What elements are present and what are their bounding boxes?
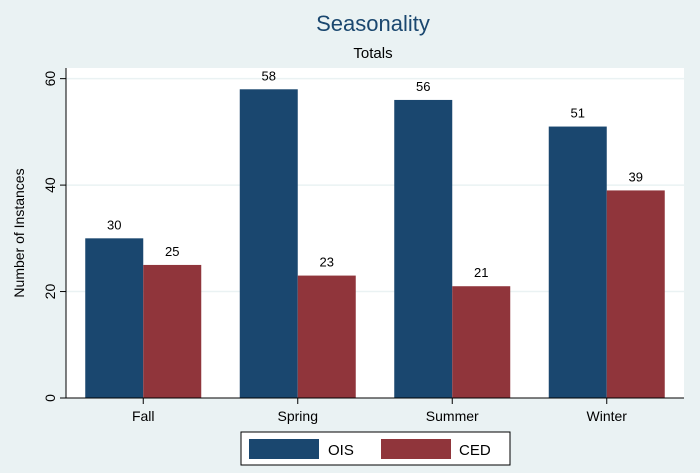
data-label: 21 xyxy=(474,265,488,280)
chart-title: Seasonality xyxy=(316,11,430,36)
x-tick-label: Winter xyxy=(587,408,628,424)
bar-ois-winter xyxy=(548,126,607,398)
bar-ced-fall xyxy=(143,264,202,398)
data-labels: 30 25 58 23 56 21 51 39 xyxy=(107,68,643,280)
y-axis-label: Number of Instances xyxy=(11,168,27,297)
legend-label-ced: CED xyxy=(459,442,491,459)
y-tick-label: 60 xyxy=(42,71,58,87)
bar-ois-fall xyxy=(85,238,144,398)
legend-label-ois: OIS xyxy=(328,442,354,459)
data-label: 58 xyxy=(262,68,276,83)
bar-ced-summer xyxy=(452,286,511,398)
bar-ced-winter xyxy=(606,190,665,398)
x-tick-label: Summer xyxy=(426,408,479,424)
data-label: 56 xyxy=(416,79,430,94)
bar-ois-spring xyxy=(239,89,298,399)
x-tick-label: Fall xyxy=(132,408,155,424)
legend-swatch-ois xyxy=(249,439,319,459)
y-axis: 0 20 40 60 xyxy=(42,68,67,402)
x-axis: Fall Spring Summer Winter xyxy=(66,397,684,424)
bar-ced-spring xyxy=(297,275,356,398)
data-label: 25 xyxy=(165,244,179,259)
bars xyxy=(85,89,665,399)
chart-subtitle: Totals xyxy=(353,45,392,62)
legend-swatch-ced xyxy=(381,439,451,459)
data-label: 39 xyxy=(629,169,643,184)
y-tick-label: 40 xyxy=(42,177,58,193)
y-tick-label: 0 xyxy=(42,394,58,402)
data-label: 23 xyxy=(320,255,334,270)
y-tick-label: 20 xyxy=(42,284,58,300)
x-tick-label: Spring xyxy=(278,408,318,424)
data-label: 51 xyxy=(571,106,585,121)
legend: OIS CED xyxy=(240,431,511,466)
data-label: 30 xyxy=(107,217,121,232)
bar-ois-summer xyxy=(394,99,453,398)
